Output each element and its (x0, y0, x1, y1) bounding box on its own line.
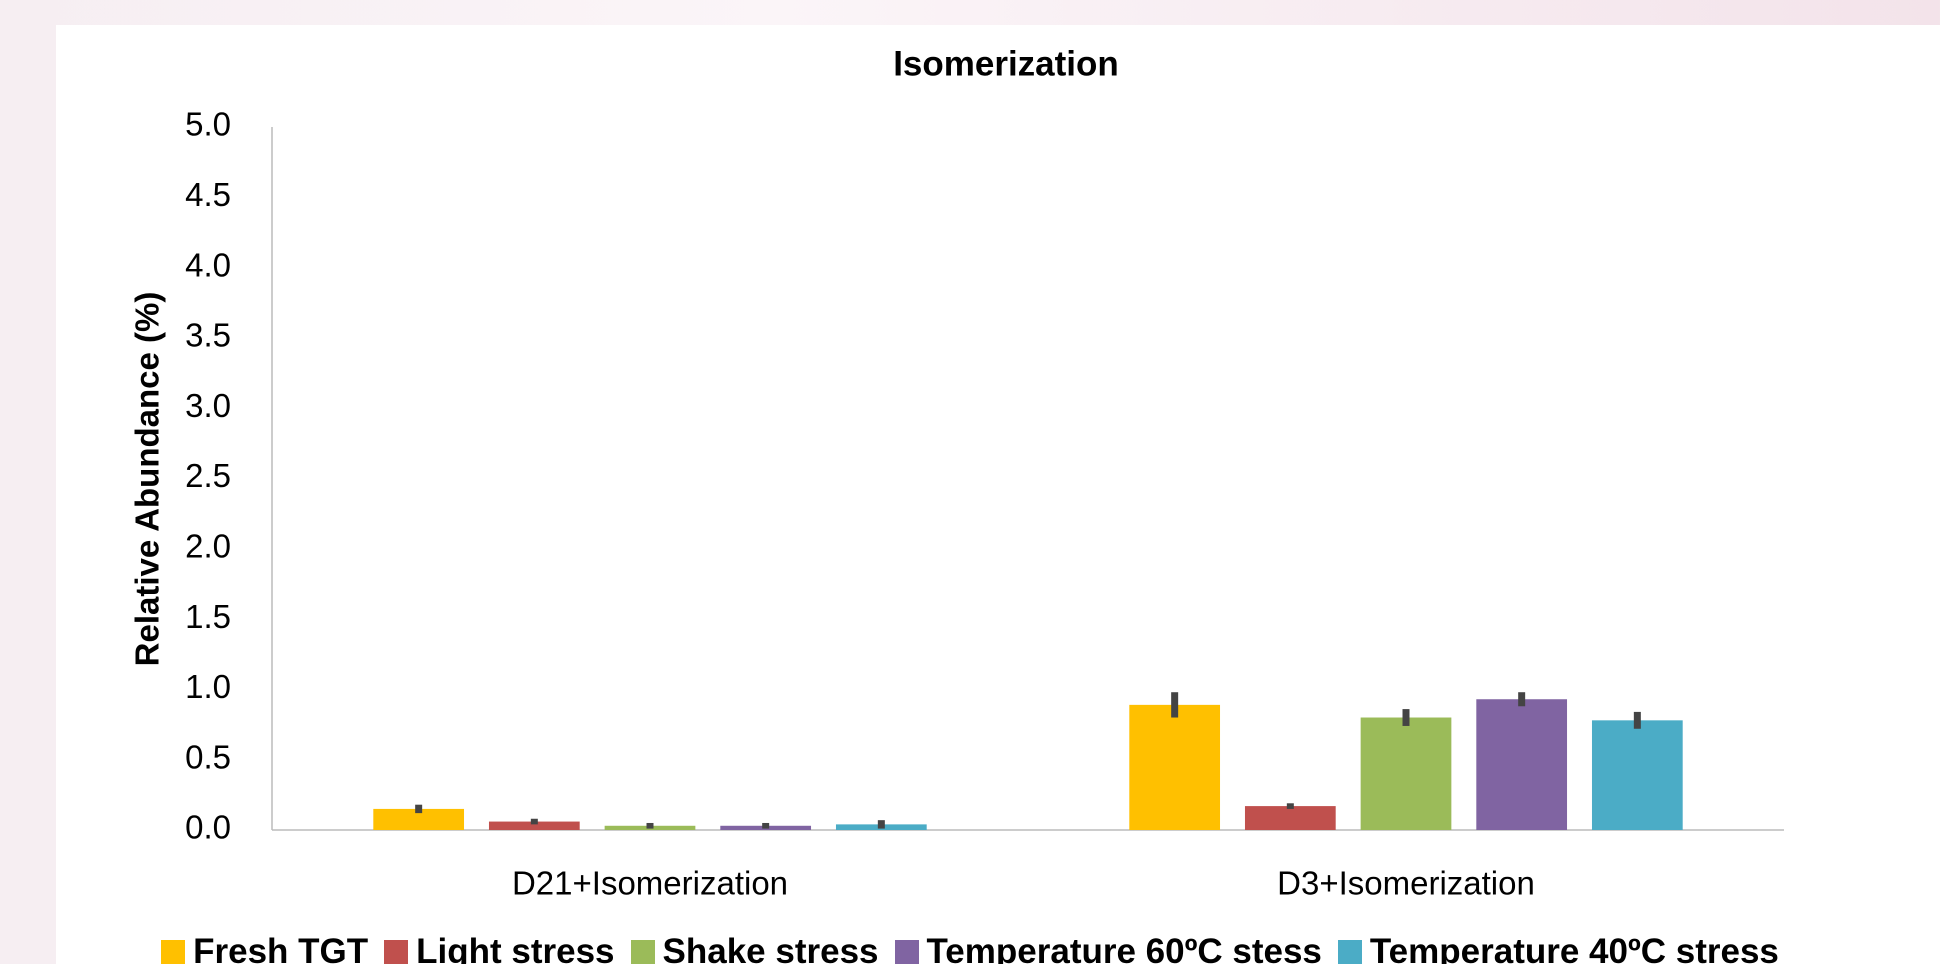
bar (1129, 704, 1221, 830)
y-tick-label: 2.5 (185, 457, 231, 494)
bar (1360, 717, 1452, 830)
bar (488, 821, 580, 830)
legend-swatch (384, 940, 409, 964)
legend-swatch (894, 940, 919, 964)
legend-item: Temperature 60ºC stess (894, 932, 1322, 964)
bar (1591, 720, 1683, 830)
y-tick-label: 1.0 (185, 668, 231, 705)
legend-swatch (630, 940, 655, 964)
legend-item: Shake stress (630, 932, 879, 964)
y-tick-label: 1.5 (185, 598, 231, 635)
legend-label: Shake stress (662, 932, 879, 964)
legend-swatch (161, 940, 186, 964)
y-tick-label: 0.0 (185, 809, 231, 846)
legend-item: Fresh TGT (161, 932, 368, 964)
y-tick-label: 4.5 (185, 176, 231, 213)
legend-label: Temperature 60ºC stess (926, 932, 1322, 964)
legend-item: Temperature 40ºC stress (1337, 932, 1779, 964)
x-tick-label: D3+Isomerization (1277, 865, 1535, 902)
legend: Fresh TGT Light stress Shake stress Tempera… (0, 932, 1940, 964)
legend-item: Light stress (384, 932, 615, 964)
legend-label: Fresh TGT (193, 932, 369, 964)
y-tick-label: 3.5 (185, 317, 231, 354)
chart-title: Isomerization (893, 44, 1119, 83)
y-tick-label: 0.5 (185, 738, 231, 775)
x-tick-label: D21+Isomerization (512, 865, 788, 902)
legend-swatch (1337, 940, 1362, 964)
bar (373, 808, 465, 830)
y-tick-label: 2.0 (185, 528, 231, 565)
legend-label: Light stress (416, 932, 615, 964)
bar (1244, 806, 1336, 830)
y-tick-label: 5.0 (185, 106, 231, 143)
y-axis-label: Relative Abundance (%) (129, 292, 166, 667)
bar (1476, 699, 1568, 830)
y-tick-label: 4.0 (185, 246, 231, 283)
y-tick-label: 3.0 (185, 387, 231, 424)
legend-label: Temperature 40ºC stress (1369, 932, 1779, 964)
